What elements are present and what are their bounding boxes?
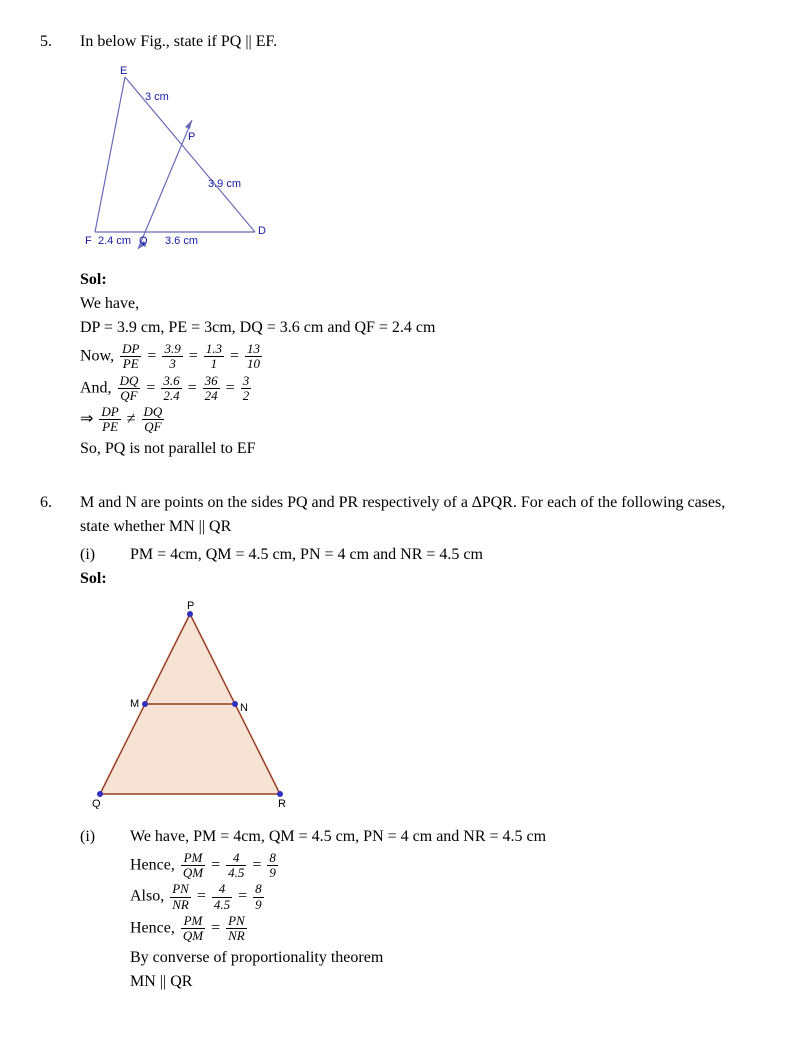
- sol-line: ⇒ DPPE ≠ DQQF: [80, 405, 755, 435]
- svg-text:F: F: [85, 235, 92, 247]
- ans-line: We have, PM = 4cm, QM = 4.5 cm, PN = 4 c…: [130, 825, 755, 849]
- sol-label: Sol:: [80, 567, 755, 591]
- svg-text:Q: Q: [139, 235, 148, 247]
- answer-content: We have, PM = 4cm, QM = 4.5 cm, PN = 4 c…: [130, 825, 755, 994]
- text: Also,: [130, 888, 168, 905]
- ans-line: MN || QR: [130, 970, 755, 994]
- svg-text:M: M: [130, 698, 139, 710]
- sub-label: (i): [80, 543, 130, 567]
- text: ⇒: [80, 411, 97, 428]
- ans-line: Hence, PMQM = 44.5 = 89: [130, 851, 755, 881]
- problem-content: M and N are points on the sides PQ and P…: [80, 491, 755, 994]
- question-text: M and N are points on the sides PQ and P…: [80, 491, 755, 539]
- problem-number: 6.: [40, 491, 80, 994]
- svg-text:P: P: [187, 600, 194, 612]
- text: Hence,: [130, 856, 179, 873]
- text: And,: [80, 379, 116, 396]
- figure-5: E P D Q F 3 cm 3.9 cm 3.6 cm 2.4 cm: [80, 62, 755, 260]
- svg-text:3.6 cm: 3.6 cm: [165, 235, 198, 247]
- figure-6: P M N Q R: [80, 599, 755, 817]
- svg-text:Q: Q: [92, 798, 101, 809]
- sol-line: So, PQ is not parallel to EF: [80, 437, 755, 461]
- answer-i: (i) We have, PM = 4cm, QM = 4.5 cm, PN =…: [80, 825, 755, 994]
- sol-line: We have,: [80, 292, 755, 316]
- text: Now,: [80, 347, 118, 364]
- svg-text:3 cm: 3 cm: [145, 91, 169, 103]
- text: ≠: [127, 411, 140, 428]
- svg-text:2.4 cm: 2.4 cm: [98, 235, 131, 247]
- svg-text:N: N: [240, 702, 248, 714]
- svg-text:D: D: [258, 225, 266, 237]
- sol-line: And, DQQF = 3.62.4 = 3624 = 32: [80, 374, 755, 404]
- svg-text:P: P: [188, 131, 195, 143]
- question-text: In below Fig., state if PQ || EF.: [80, 30, 755, 54]
- problem-5: 5. In below Fig., state if PQ || EF. E P…: [40, 30, 755, 461]
- text: Hence,: [130, 919, 179, 936]
- sub-text: PM = 4cm, QM = 4.5 cm, PN = 4 cm and NR …: [130, 543, 755, 567]
- sol-label: Sol:: [80, 268, 755, 292]
- ans-line: Also, PNNR = 44.5 = 89: [130, 882, 755, 912]
- sol-line: DP = 3.9 cm, PE = 3cm, DQ = 3.6 cm and Q…: [80, 316, 755, 340]
- problem-number: 5.: [40, 30, 80, 461]
- problem-content: In below Fig., state if PQ || EF. E P D …: [80, 30, 755, 461]
- svg-text:E: E: [120, 65, 127, 77]
- subpart-i: (i) PM = 4cm, QM = 4.5 cm, PN = 4 cm and…: [80, 543, 755, 567]
- svg-text:R: R: [278, 798, 286, 809]
- ans-line: Hence, PMQM = PNNR: [130, 914, 755, 944]
- sol-line: Now, DPPE = 3.93 = 1.31 = 1310: [80, 342, 755, 372]
- ans-line: By converse of proportionality theorem: [130, 946, 755, 970]
- svg-text:3.9 cm: 3.9 cm: [208, 178, 241, 190]
- problem-6: 6. M and N are points on the sides PQ an…: [40, 491, 755, 994]
- sub-label: (i): [80, 825, 130, 994]
